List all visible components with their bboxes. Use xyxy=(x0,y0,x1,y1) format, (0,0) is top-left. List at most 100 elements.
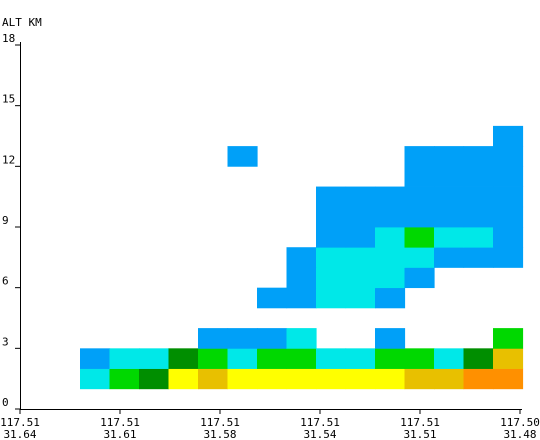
heatmap-cell xyxy=(286,287,317,309)
heatmap-cell xyxy=(345,227,376,248)
heatmap-cell xyxy=(227,328,258,349)
x-tick-label-lon: 117.51 xyxy=(0,416,40,429)
heatmap-cell xyxy=(434,186,465,208)
heatmap-cell xyxy=(493,186,524,208)
heatmap-cell xyxy=(168,348,199,369)
heatmap-cell xyxy=(316,287,347,309)
heatmap-cell xyxy=(463,206,494,228)
heatmap-cell xyxy=(286,328,317,349)
heatmap-cell xyxy=(316,348,347,369)
heatmap-cell xyxy=(286,348,317,369)
x-tick-label-lon: 117.51 xyxy=(400,416,440,429)
y-axis-title: ALT KM xyxy=(2,16,42,29)
heatmap-cell xyxy=(345,186,376,208)
heatmap-cell xyxy=(434,348,465,369)
heatmap-cell xyxy=(434,227,465,248)
heatmap-cell xyxy=(198,328,229,349)
heatmap-cell xyxy=(404,206,435,228)
x-tick-label-lon: 117.51 xyxy=(200,416,240,429)
heatmap-cell xyxy=(404,227,435,248)
heatmap-cell xyxy=(109,348,140,369)
heatmap-cell xyxy=(375,206,406,228)
y-tick-label: 9 xyxy=(2,214,9,227)
heatmap-cell xyxy=(434,206,465,228)
heatmap-cell xyxy=(286,368,317,390)
heatmap-cell xyxy=(80,348,111,369)
heatmap-cell xyxy=(257,328,288,349)
heatmap-cell xyxy=(139,348,170,369)
heatmap-cell xyxy=(375,227,406,248)
heatmap-cell xyxy=(257,368,288,390)
heatmap-cell xyxy=(345,247,376,268)
heatmap-cell xyxy=(168,368,199,390)
heatmap-cell xyxy=(316,206,347,228)
y-axis-ticks: 0 3 6 9 12 15 18 xyxy=(2,32,20,410)
heatmap-cell xyxy=(227,368,258,390)
heatmap-cell xyxy=(463,186,494,208)
heatmap-cell xyxy=(493,328,524,349)
heatmap-cell xyxy=(404,146,435,167)
heatmap-cell xyxy=(404,348,435,369)
heatmap-cell xyxy=(463,247,494,268)
heatmap-cell xyxy=(375,287,406,309)
heatmap-cell xyxy=(345,267,376,289)
heatmap-cells xyxy=(80,125,524,390)
heatmap-cell xyxy=(286,267,317,289)
heatmap-cell xyxy=(198,368,229,390)
x-tick-label-lat: 31.54 xyxy=(303,428,336,440)
y-tick-label: 6 xyxy=(2,275,9,288)
heatmap-cell xyxy=(434,368,465,390)
heatmap-cell xyxy=(404,368,435,390)
x-tick-label-lat: 31.64 xyxy=(3,428,36,440)
heatmap-cell xyxy=(493,146,524,167)
y-tick-label: 15 xyxy=(2,93,15,106)
y-tick-label: 18 xyxy=(2,32,15,45)
heatmap-cell xyxy=(316,186,347,208)
y-tick-label: 0 xyxy=(2,396,9,409)
heatmap-cell xyxy=(493,206,524,228)
heatmap-cell xyxy=(493,227,524,248)
heatmap-cell xyxy=(493,125,524,147)
heatmap-cell xyxy=(463,348,494,369)
y-tick-label: 12 xyxy=(2,153,15,166)
heatmap-cell xyxy=(404,186,435,208)
heatmap-cell xyxy=(345,287,376,309)
heatmap-cell xyxy=(227,146,258,167)
heatmap-cell xyxy=(227,348,258,369)
heatmap-cell xyxy=(375,368,406,390)
heatmap-cell xyxy=(404,267,435,289)
heatmap-cell xyxy=(139,368,170,390)
x-tick-label-lat: 31.61 xyxy=(103,428,136,440)
heatmap-cell xyxy=(434,166,465,187)
heatmap-cell xyxy=(375,328,406,349)
heatmap-cell xyxy=(463,166,494,187)
heatmap-cell xyxy=(286,247,317,268)
heatmap-cell xyxy=(463,227,494,248)
x-tick-label-lon: 117.51 xyxy=(100,416,140,429)
heatmap-cell xyxy=(109,368,140,390)
heatmap-cell xyxy=(493,247,524,268)
x-tick-label-lon: 117.50 xyxy=(500,416,540,429)
heatmap-cell xyxy=(404,247,435,268)
x-tick-label-lat: 31.48 xyxy=(503,428,536,440)
heatmap-cell xyxy=(434,146,465,167)
heatmap-cell xyxy=(345,368,376,390)
heatmap-cell xyxy=(375,247,406,268)
heatmap-cell xyxy=(316,267,347,289)
y-tick-label: 3 xyxy=(2,335,9,348)
heatmap-cell xyxy=(375,348,406,369)
x-tick-label-lat: 31.51 xyxy=(403,428,436,440)
x-tick-label-lat: 31.58 xyxy=(203,428,236,440)
heatmap-cell xyxy=(434,247,465,268)
heatmap-cell xyxy=(80,368,111,390)
heatmap-cell xyxy=(375,267,406,289)
heatmap-cell xyxy=(316,368,347,390)
heatmap-cell xyxy=(257,287,288,309)
heatmap-cell xyxy=(375,186,406,208)
x-tick-label-lon: 117.51 xyxy=(300,416,340,429)
heatmap-cell xyxy=(198,348,229,369)
heatmap-cell xyxy=(493,348,524,369)
x-axis-ticks: 117.5131.64117.5131.61117.5131.58117.513… xyxy=(0,409,540,440)
heatmap-cell xyxy=(316,227,347,248)
